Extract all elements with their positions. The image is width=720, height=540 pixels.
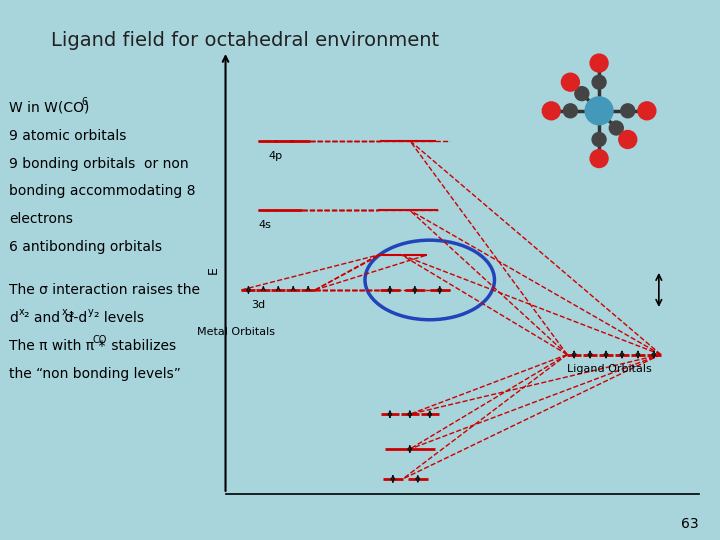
Text: 4p: 4p xyxy=(269,151,282,160)
Text: 6: 6 xyxy=(81,97,87,107)
Text: ² levels: ² levels xyxy=(94,311,144,325)
Text: The π with π *: The π with π * xyxy=(9,339,106,353)
Circle shape xyxy=(618,131,636,149)
Circle shape xyxy=(575,86,589,100)
Text: E: E xyxy=(207,266,220,274)
Text: 63: 63 xyxy=(681,517,698,531)
Circle shape xyxy=(590,54,608,72)
Circle shape xyxy=(609,121,624,135)
Text: stabilizes: stabilizes xyxy=(107,339,176,353)
Circle shape xyxy=(621,104,635,118)
Text: x: x xyxy=(18,307,24,317)
Text: Metal Orbitals: Metal Orbitals xyxy=(197,327,276,336)
Text: the “non bonding levels”: the “non bonding levels” xyxy=(9,367,181,381)
Text: electrons: electrons xyxy=(9,212,73,226)
Text: ²-d: ²-d xyxy=(68,311,87,325)
Circle shape xyxy=(592,132,606,146)
Text: The σ interaction raises the: The σ interaction raises the xyxy=(9,283,200,297)
Circle shape xyxy=(564,104,577,118)
Circle shape xyxy=(592,75,606,89)
Text: Ligand field for octahedral environment: Ligand field for octahedral environment xyxy=(51,31,439,50)
Text: bonding accommodating 8: bonding accommodating 8 xyxy=(9,185,196,198)
Text: CO: CO xyxy=(92,335,107,345)
Circle shape xyxy=(590,150,608,167)
Text: 4s: 4s xyxy=(259,220,272,230)
Circle shape xyxy=(585,97,613,125)
Text: ² and d: ² and d xyxy=(24,311,73,325)
Circle shape xyxy=(562,73,580,91)
Text: y: y xyxy=(88,307,94,317)
Text: x: x xyxy=(62,307,68,317)
Text: d: d xyxy=(9,311,18,325)
Text: W in W(CO): W in W(CO) xyxy=(9,101,90,115)
Text: 9 atomic orbitals: 9 atomic orbitals xyxy=(9,129,127,143)
Circle shape xyxy=(638,102,656,120)
Text: 3d: 3d xyxy=(251,300,266,310)
Text: 6 antibonding orbitals: 6 antibonding orbitals xyxy=(9,240,162,254)
Text: Ligand Orbitals: Ligand Orbitals xyxy=(567,364,652,374)
Circle shape xyxy=(542,102,560,120)
Text: 9 bonding orbitals  or non: 9 bonding orbitals or non xyxy=(9,157,189,171)
